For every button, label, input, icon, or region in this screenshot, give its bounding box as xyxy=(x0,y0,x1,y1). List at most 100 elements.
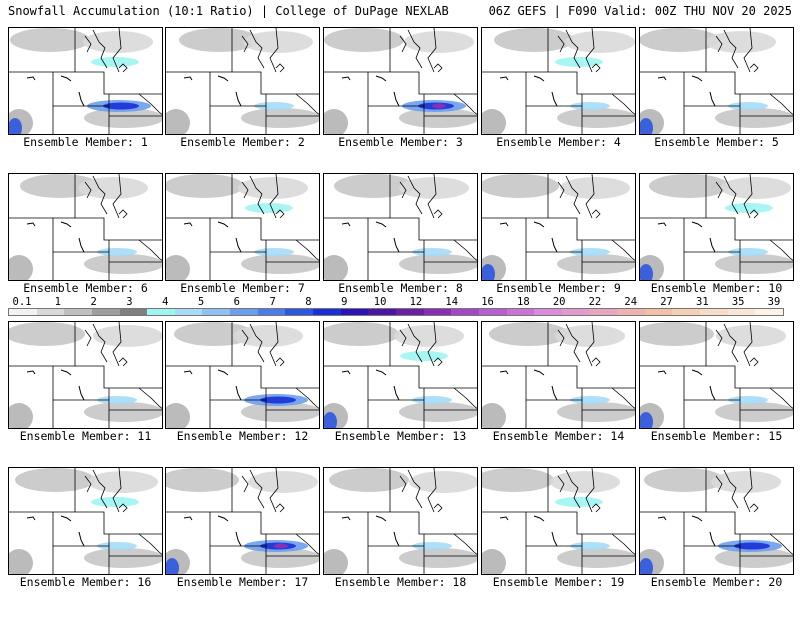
legend-tick-label: 22 xyxy=(588,296,602,308)
snowfall-map xyxy=(481,321,636,429)
legend-tick-label: 9 xyxy=(341,296,348,308)
panel-label: Ensemble Member: 2 xyxy=(180,135,305,149)
legend-swatch xyxy=(119,309,148,315)
ensemble-panel: Ensemble Member: 20 xyxy=(639,467,794,617)
legend-swatch xyxy=(672,309,701,315)
map-shading xyxy=(640,468,793,574)
run-info: 06Z GEFS | F090 Valid: 00Z THU NOV 20 20… xyxy=(488,4,792,18)
panel-label: Ensemble Member: 17 xyxy=(176,575,309,589)
legend-tick-label: 20 xyxy=(552,296,566,308)
chart-title: Snowfall Accumulation (10:1 Ratio) | Col… xyxy=(8,4,449,18)
legend-swatch xyxy=(755,309,783,315)
panel-label: Ensemble Member: 19 xyxy=(492,575,625,589)
snowfall-map xyxy=(165,27,320,135)
map-shading xyxy=(482,468,635,574)
map-shading xyxy=(166,174,319,280)
snowfall-map xyxy=(639,467,794,575)
ensemble-panel: Ensemble Member: 18 xyxy=(323,467,478,617)
snowfall-map xyxy=(481,467,636,575)
ensemble-panel: Ensemble Member: 14 xyxy=(481,321,636,471)
map-shading xyxy=(482,322,635,428)
ensemble-panel: Ensemble Member: 9 xyxy=(481,173,636,323)
legend-swatch xyxy=(700,309,728,315)
ensemble-panel: Ensemble Member: 4 xyxy=(481,27,636,177)
legend-swatch xyxy=(423,309,452,315)
legend-color-bar xyxy=(8,308,784,316)
map-shading xyxy=(324,468,477,574)
legend-tick-label: 10 xyxy=(373,296,387,308)
snowfall-map xyxy=(165,321,320,429)
ensemble-panel: Ensemble Member: 16 xyxy=(8,467,163,617)
map-shading xyxy=(324,174,477,280)
legend-tick-label: 31 xyxy=(696,296,709,308)
panel-label: Ensemble Member: 8 xyxy=(338,281,463,295)
snowfall-map xyxy=(639,321,794,429)
snowfall-map xyxy=(8,27,163,135)
legend-swatch xyxy=(285,309,314,315)
ensemble-panel: Ensemble Member: 10 xyxy=(639,173,794,323)
map-shading xyxy=(482,174,635,280)
snowfall-map xyxy=(639,173,794,281)
legend-swatch xyxy=(644,309,673,315)
legend-swatch xyxy=(478,309,507,315)
snowfall-map xyxy=(323,173,478,281)
ensemble-panel: Ensemble Member: 11 xyxy=(8,321,163,471)
legend-tick-label: 5 xyxy=(197,296,205,308)
legend-swatch xyxy=(313,309,341,315)
legend-swatch xyxy=(368,309,396,315)
panel-label: Ensemble Member: 4 xyxy=(496,135,621,149)
legend-tick-label: 12 xyxy=(409,296,423,308)
ensemble-panel: Ensemble Member: 1 xyxy=(8,27,163,177)
legend-tick-label: 1 xyxy=(54,296,61,308)
map-shading xyxy=(324,322,477,428)
map-shading xyxy=(9,468,162,574)
snowfall-map xyxy=(639,27,794,135)
legend-tick-label: 3 xyxy=(126,296,133,308)
legend-swatch xyxy=(202,309,231,315)
legend-tick-label: 35 xyxy=(731,296,745,308)
legend-swatch xyxy=(64,309,92,315)
snowfall-map xyxy=(323,27,478,135)
legend-swatch xyxy=(561,309,590,315)
legend-tick-label: 4 xyxy=(162,296,169,308)
legend-swatch xyxy=(91,309,120,315)
legend-tick-label: 0.1 xyxy=(12,296,32,308)
legend-tick-label: 8 xyxy=(305,296,312,308)
legend-swatch xyxy=(506,309,535,315)
legend-swatch xyxy=(174,309,203,315)
legend-tick-label: 16 xyxy=(481,296,494,308)
panel-label: Ensemble Member: 18 xyxy=(334,575,467,589)
map-shading xyxy=(166,322,319,428)
map-shading xyxy=(482,28,635,134)
legend-swatch xyxy=(36,309,65,315)
snowfall-map xyxy=(165,173,320,281)
color-legend: 0.1 1 2 3 4 5 6 7 8 9 10 12 14 16 18 20 22 24 27 31 35 39 xyxy=(8,296,784,318)
legend-swatch xyxy=(257,309,286,315)
ensemble-panel: Ensemble Member: 12 xyxy=(165,321,320,471)
panel-label: Ensemble Member: 9 xyxy=(496,281,621,295)
legend-swatch xyxy=(589,309,618,315)
ensemble-panel: Ensemble Member: 6 xyxy=(8,173,163,323)
snowfall-map xyxy=(8,173,163,281)
snowfall-map xyxy=(8,321,163,429)
snowfall-map xyxy=(323,321,478,429)
snowfall-map xyxy=(323,467,478,575)
panel-label: Ensemble Member: 13 xyxy=(334,429,467,443)
legend-swatch xyxy=(395,309,424,315)
panel-label: Ensemble Member: 6 xyxy=(23,281,148,295)
panel-label: Ensemble Member: 15 xyxy=(650,429,783,443)
ensemble-panel: Ensemble Member: 13 xyxy=(323,321,478,471)
panel-label: Ensemble Member: 12 xyxy=(176,429,309,443)
legend-swatch xyxy=(9,309,37,315)
ensemble-panel: Ensemble Member: 19 xyxy=(481,467,636,617)
map-shading xyxy=(640,174,793,280)
panel-label: Ensemble Member: 7 xyxy=(180,281,305,295)
panel-label: Ensemble Member: 11 xyxy=(19,429,152,443)
ensemble-panel: Ensemble Member: 3 xyxy=(323,27,478,177)
legend-tick-label: 14 xyxy=(445,296,459,308)
map-shading xyxy=(9,28,162,134)
map-shading xyxy=(9,322,162,428)
panel-label: Ensemble Member: 1 xyxy=(23,135,148,149)
legend-labels: 0.1 1 2 3 4 5 6 7 8 9 10 12 14 16 18 20 22 24 27 31 35 39 xyxy=(8,296,784,308)
legend-swatch xyxy=(147,309,175,315)
